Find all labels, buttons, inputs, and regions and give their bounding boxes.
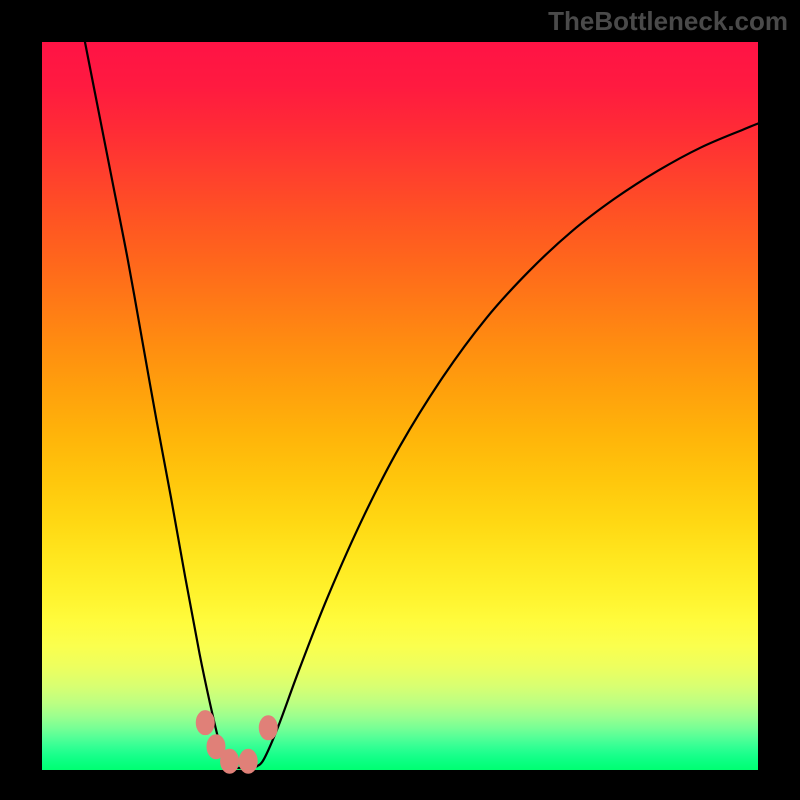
chart-container: TheBottleneck.com (0, 0, 800, 800)
watermark-text: TheBottleneck.com (548, 6, 788, 37)
gradient-background-panel (42, 42, 758, 770)
